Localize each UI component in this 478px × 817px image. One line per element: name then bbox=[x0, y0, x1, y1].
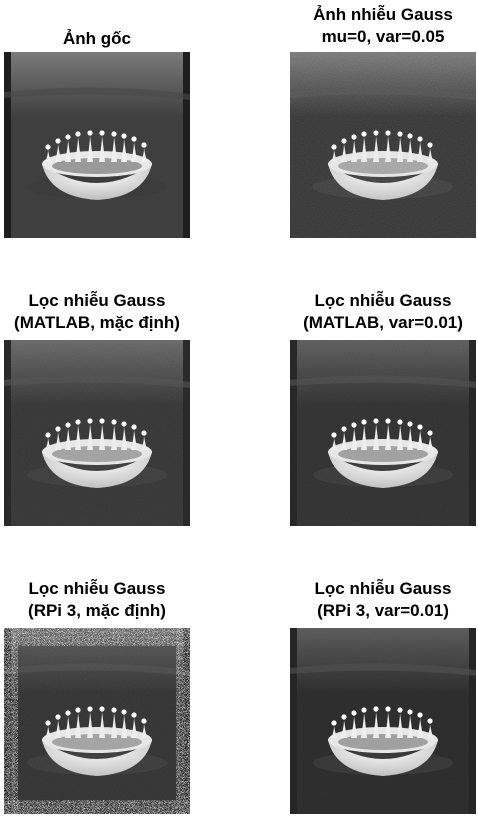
panel-title-rpi-var: Lọc nhiễu Gauss (RPi 3, var=0.01) bbox=[290, 578, 476, 622]
title-line: Lọc nhiễu Gauss bbox=[314, 291, 452, 310]
title-line: Lọc nhiễu Gauss bbox=[314, 579, 452, 598]
image-original bbox=[4, 52, 190, 238]
image-rpi-var bbox=[290, 628, 476, 814]
title-line: (RPi 3, var=0.01) bbox=[317, 601, 449, 620]
title-line: mu=0, var=0.05 bbox=[321, 27, 445, 46]
title-line: (MATLAB, var=0.01) bbox=[303, 313, 463, 332]
crown-splash-graphic bbox=[290, 628, 476, 814]
panel-title-matlab-default: Lọc nhiễu Gauss (MATLAB, mặc định) bbox=[4, 290, 190, 334]
title-line: Lọc nhiễu Gauss bbox=[28, 291, 166, 310]
image-noisy bbox=[290, 52, 476, 238]
image-rpi-default bbox=[4, 628, 190, 814]
image-matlab-var bbox=[290, 340, 476, 526]
panel-title-rpi-default: Lọc nhiễu Gauss (RPi 3, mặc định) bbox=[4, 578, 190, 622]
crown-splash-graphic bbox=[4, 340, 190, 526]
panel-title-matlab-var: Lọc nhiễu Gauss (MATLAB, var=0.01) bbox=[290, 290, 476, 334]
crown-splash-graphic bbox=[290, 340, 476, 526]
title-line: Ảnh gốc bbox=[63, 29, 131, 48]
title-line: Ảnh nhiễu Gauss bbox=[313, 5, 453, 24]
title-line: (MATLAB, mặc định) bbox=[14, 313, 180, 332]
image-matlab-default bbox=[4, 340, 190, 526]
crown-splash-graphic bbox=[290, 52, 476, 238]
title-line: (RPi 3, mặc định) bbox=[28, 601, 166, 620]
crown-splash-graphic bbox=[4, 628, 190, 814]
crown-splash-graphic bbox=[4, 52, 190, 238]
panel-title-original: Ảnh gốc bbox=[4, 28, 190, 50]
panel-title-noisy: Ảnh nhiễu Gauss mu=0, var=0.05 bbox=[290, 4, 476, 48]
title-line: Lọc nhiễu Gauss bbox=[28, 579, 166, 598]
